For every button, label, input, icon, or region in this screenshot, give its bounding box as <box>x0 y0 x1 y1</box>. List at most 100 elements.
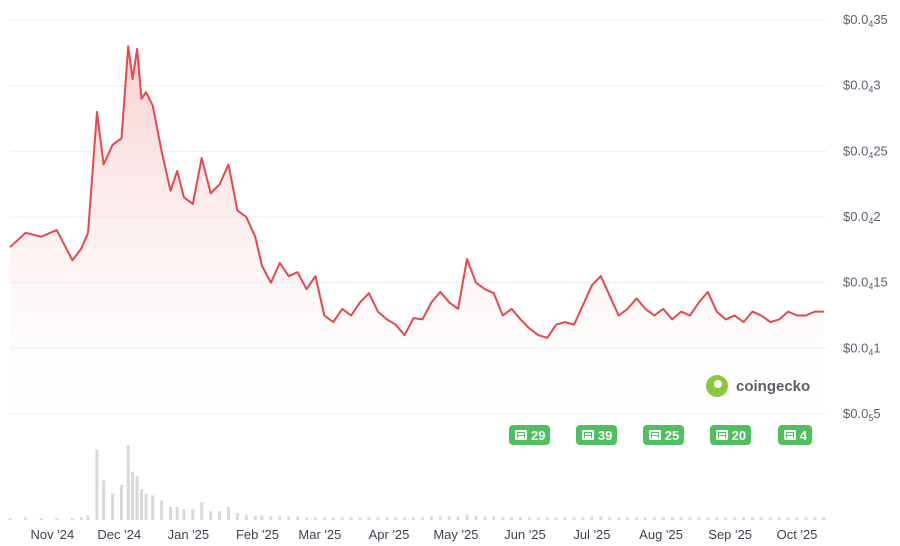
news-count: 29 <box>530 427 546 443</box>
volume-bar <box>340 517 344 520</box>
volume-bar <box>209 511 213 520</box>
y-tick-label: $0.0425 <box>843 143 888 160</box>
volume-bar <box>545 517 549 520</box>
volume-bar <box>358 517 362 520</box>
price-area <box>9 45 824 415</box>
volume-bar <box>492 516 496 520</box>
volume-bar <box>95 449 99 520</box>
volume-bar <box>331 517 335 520</box>
volume-bar <box>608 517 612 520</box>
volume-bar <box>218 511 222 520</box>
volume-bar <box>322 517 326 520</box>
coingecko-logo-icon <box>706 375 728 397</box>
volume-bar <box>724 517 728 520</box>
news-count: 25 <box>664 427 680 443</box>
volume-bar <box>403 517 407 520</box>
volume-bar <box>599 516 603 520</box>
volume-bar <box>126 445 130 520</box>
y-axis-labels: $0.055 $0.041 $0.0415 $0.042 $0.0425 $0.043 $0… <box>843 12 888 423</box>
volume-bar <box>447 516 451 520</box>
volume-bar <box>278 516 282 520</box>
x-tick-label: Jun '25 <box>504 527 546 542</box>
volume-bar <box>438 516 442 520</box>
news-count: 39 <box>597 427 613 443</box>
volume-bar <box>750 517 754 520</box>
news-badge[interactable]: 4 <box>777 425 813 445</box>
volume-bar <box>742 517 746 520</box>
volume-bar <box>465 514 469 520</box>
volume-bar <box>590 516 594 520</box>
volume-bar <box>226 506 230 520</box>
volume-bar <box>70 518 74 520</box>
volume-bar <box>313 517 317 520</box>
x-tick-label: Oct '25 <box>777 527 818 542</box>
volume-bar <box>296 516 300 520</box>
y-tick-label: $0.043 <box>843 78 881 95</box>
volume-bar <box>385 517 389 520</box>
volume-bar <box>394 517 398 520</box>
volume-bar <box>652 517 656 520</box>
volume-bar <box>24 517 28 520</box>
x-tick-label: Sep '25 <box>708 527 752 542</box>
volume-bar <box>119 484 123 520</box>
news-badge[interactable]: 25 <box>642 425 685 445</box>
volume-bar <box>260 515 264 520</box>
volume-bar <box>572 517 576 520</box>
news-count: 20 <box>731 427 747 443</box>
volume-bar <box>102 480 106 520</box>
volume-bar <box>501 517 505 520</box>
volume-bar <box>536 517 540 520</box>
x-tick-label: Apr '25 <box>369 527 410 542</box>
volume-bar <box>269 516 273 520</box>
x-tick-label: Aug '25 <box>639 527 683 542</box>
volume-bar <box>661 517 665 520</box>
volume-bar <box>670 517 674 520</box>
volume-bar <box>8 518 12 520</box>
volume-bar <box>151 495 155 520</box>
x-tick-label: Dec '24 <box>97 527 141 542</box>
news-badge[interactable]: 20 <box>709 425 752 445</box>
y-tick-label: $0.0415 <box>843 275 888 292</box>
volume-bar <box>786 517 790 520</box>
volume-bar <box>733 517 737 520</box>
volume-bar <box>768 517 772 520</box>
volume-bar <box>175 506 179 520</box>
volume-bar <box>581 517 585 520</box>
x-tick-label: May '25 <box>433 527 478 542</box>
newspaper-icon <box>514 429 528 441</box>
volume-bar <box>287 516 291 520</box>
y-tick-label: $0.041 <box>843 340 881 357</box>
volume-bar <box>235 512 239 520</box>
volume-bar <box>554 517 558 520</box>
volume-bar <box>795 517 799 520</box>
price-area-fill <box>10 46 824 415</box>
volume-bars <box>8 445 826 520</box>
volume-bar <box>244 514 248 520</box>
x-tick-label: Nov '24 <box>31 527 75 542</box>
volume-bar <box>55 518 59 520</box>
news-badge[interactable]: 39 <box>575 425 618 445</box>
volume-bar <box>563 517 567 520</box>
volume-bar <box>169 506 173 520</box>
news-count: 4 <box>799 427 808 443</box>
coingecko-watermark: coingecko <box>706 375 810 397</box>
volume-bar <box>144 493 148 520</box>
volume-bar <box>715 517 719 520</box>
volume-bar <box>688 517 692 520</box>
x-tick-label: Feb '25 <box>236 527 279 542</box>
volume-bar <box>79 517 83 520</box>
volume-bar <box>759 517 763 520</box>
volume-bar <box>349 517 353 520</box>
watermark-text: coingecko <box>736 377 811 395</box>
volume-bar <box>456 516 460 520</box>
volume-bar <box>483 516 487 520</box>
price-line <box>9 45 824 339</box>
newspaper-icon <box>648 429 662 441</box>
volume-bar <box>420 517 424 520</box>
volume-bar <box>305 517 309 520</box>
newspaper-icon <box>715 429 729 441</box>
volume-bar <box>367 517 371 520</box>
news-badge[interactable]: 29 <box>508 425 551 445</box>
volume-bar <box>253 515 257 520</box>
volume-bar <box>510 517 514 520</box>
